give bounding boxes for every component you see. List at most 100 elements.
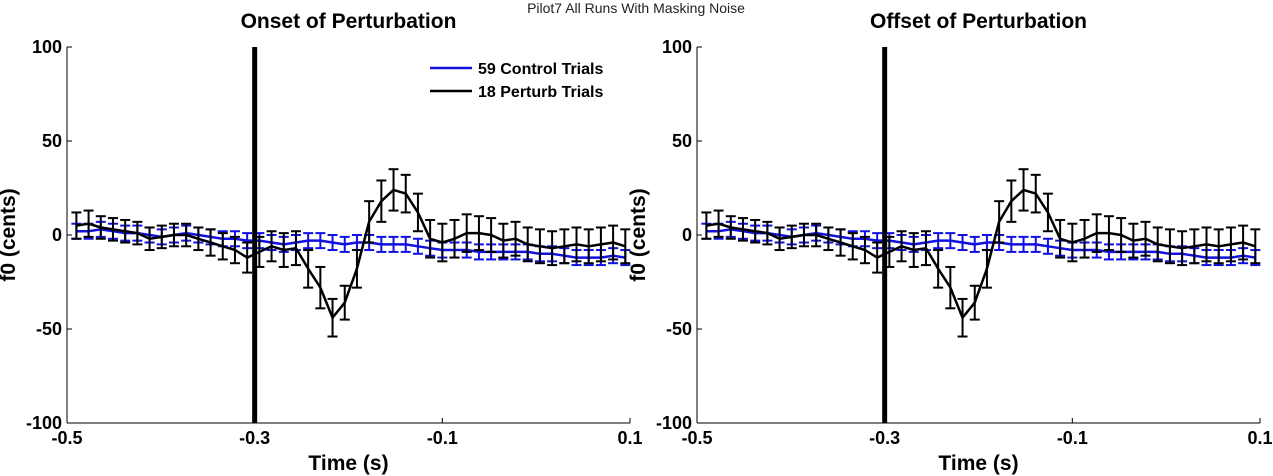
x-tick-label: -0.1 (1057, 428, 1088, 448)
x-tick-label: -0.5 (681, 428, 712, 448)
panel-1: -100 -50 0 50 100 -0.5 -0.3 -0.1 0.1 Onset of Per… (0, 10, 643, 475)
error-bar (1225, 226, 1236, 263)
error-bar (725, 215, 736, 240)
error-bar (1042, 237, 1053, 255)
error-bar (315, 265, 326, 310)
x-tick-label: -0.5 (51, 428, 82, 448)
series-perturb (701, 168, 1261, 338)
error-bar (266, 230, 277, 263)
error-bar (1238, 224, 1249, 261)
series-line (706, 188, 1256, 319)
x-tick-label: -0.3 (869, 428, 900, 448)
error-bar (994, 200, 1005, 244)
y-tick-label: 100 (32, 37, 62, 57)
error-bar (364, 200, 375, 244)
error-bar (872, 241, 883, 274)
error-bar (412, 192, 423, 233)
error-bar (811, 222, 822, 248)
error-bar (95, 215, 106, 240)
error-bar (1030, 173, 1041, 214)
error-bar (376, 179, 387, 223)
y-tick-label: -50 (36, 319, 62, 339)
error-bar (229, 235, 240, 265)
error-bar (278, 232, 289, 268)
error-bar (71, 211, 82, 240)
x-tick-label: 0.1 (617, 428, 642, 448)
error-bar (522, 226, 533, 263)
error-bar (449, 218, 460, 259)
x-tick-label: -0.3 (239, 428, 270, 448)
error-bar (945, 265, 956, 310)
error-bar (571, 226, 582, 263)
error-bar (400, 235, 411, 253)
error-bar (1006, 179, 1017, 223)
error-bar (896, 230, 907, 263)
error-bar (750, 218, 761, 244)
error-bar (1152, 226, 1163, 263)
error-bar (969, 284, 980, 321)
error-bar (559, 228, 570, 265)
error-bar (1042, 192, 1053, 233)
y-tick-label: -100 (656, 413, 692, 433)
panel-title: Offset of Perturbation (870, 10, 1087, 33)
x-tick-label: 0.1 (1247, 428, 1272, 448)
error-bar (1250, 228, 1261, 265)
error-bar (437, 222, 448, 263)
error-bar (823, 226, 834, 252)
error-bar (144, 226, 155, 252)
x-axis-label: Time (s) (308, 452, 388, 475)
figure-title: Pilot7 All Runs With Masking Noise (527, 0, 745, 16)
error-bar (859, 235, 870, 265)
error-bar (339, 284, 350, 321)
error-bar (1128, 222, 1139, 259)
legend: 59 Control Trials 18 Perturb Trials (430, 61, 603, 101)
error-bar (701, 211, 712, 240)
error-bar (327, 297, 338, 338)
error-bar (786, 224, 797, 250)
error-bar (1140, 220, 1151, 257)
error-bar (303, 249, 314, 289)
error-bar (351, 249, 362, 289)
error-bar (107, 217, 118, 242)
error-bar (181, 222, 192, 248)
panel-title: Onset of Perturbation (241, 10, 457, 33)
error-bar (981, 249, 992, 289)
error-bar (193, 226, 204, 252)
error-bar (217, 232, 228, 261)
error-bar (945, 232, 956, 250)
error-bar (412, 237, 423, 255)
error-bar (595, 226, 606, 263)
error-bar (713, 209, 724, 238)
y-tick-label: 0 (52, 225, 62, 245)
error-bar (315, 232, 326, 250)
error-bar (473, 215, 484, 252)
error-bar (83, 209, 94, 238)
error-bar (1103, 215, 1114, 252)
error-bar (327, 234, 338, 252)
error-bar (205, 228, 216, 257)
error-bar (1067, 222, 1078, 263)
error-bar (1018, 235, 1029, 253)
y-axis-label: f0 (cents) (0, 188, 20, 281)
error-bar (1030, 235, 1041, 253)
error-bar (798, 222, 809, 248)
error-bar (498, 222, 509, 259)
y-tick-label: 100 (662, 37, 692, 57)
error-bar (534, 228, 545, 265)
y-tick-label: 50 (672, 131, 692, 151)
error-bar (388, 168, 399, 212)
panel-2: -100 -50 0 50 100 -0.5 -0.3 -0.1 0.1 Offset of Pe… (627, 10, 1273, 475)
y-tick-label: 50 (42, 131, 62, 151)
error-bar (376, 235, 387, 253)
error-bar (486, 217, 497, 253)
error-bar (132, 220, 143, 246)
error-bar (242, 241, 253, 274)
error-bar (620, 228, 631, 265)
error-bar (957, 234, 968, 252)
error-bar (1055, 218, 1066, 259)
error-bar (920, 230, 931, 267)
series-perturb (71, 168, 631, 338)
error-bar (120, 218, 131, 244)
series-line (76, 188, 626, 319)
error-bar (583, 228, 594, 265)
